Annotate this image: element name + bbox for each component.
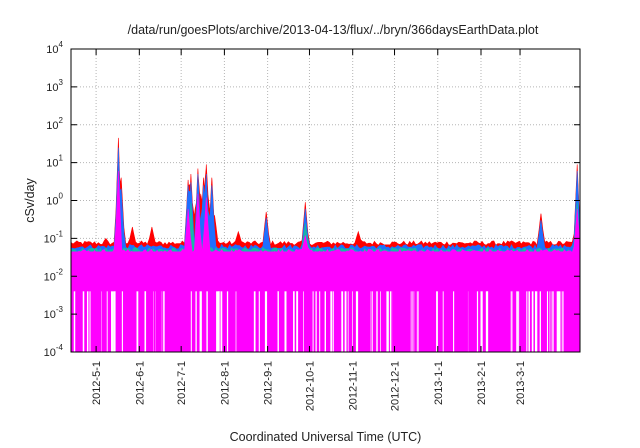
x-tick-label: 2012-10-1 — [304, 361, 316, 411]
x-tick-label: 2012-5-1 — [91, 361, 103, 405]
y-tick-label: 100 — [46, 192, 63, 208]
y-tick-label: 102 — [46, 116, 63, 132]
y-tick-label: 10-1 — [44, 229, 64, 245]
plot-area — [70, 137, 581, 353]
x-tick-label: 2012-7-1 — [176, 361, 188, 405]
y-tick-exponent: -4 — [56, 343, 64, 352]
y-tick-label: 101 — [46, 154, 63, 170]
x-tick-label: 2012-12-1 — [390, 361, 402, 411]
y-tick-exponent: 4 — [59, 40, 64, 49]
y-axis-label: cSv/day — [23, 178, 37, 223]
y-tick-label: 103 — [46, 78, 63, 94]
y-tick-label: 10-4 — [44, 343, 64, 359]
y-tick-label: 10-2 — [44, 267, 64, 283]
x-tick-label: 2012-6-1 — [134, 361, 146, 405]
y-tick-exponent: 2 — [59, 116, 64, 125]
x-tick-label: 2012-11-1 — [348, 361, 360, 410]
y-tick-label: 104 — [46, 40, 63, 56]
x-tick-label: 2012-9-1 — [263, 361, 275, 405]
y-tick-exponent: -2 — [56, 267, 64, 276]
x-axis: 2012-5-1 2012-6-1 2012-7-1 2012-8-1 2012-9-1… — [91, 49, 527, 411]
y-tick-exponent: -3 — [56, 305, 64, 314]
x-axis-label: Coordinated Universal Time (UTC) — [230, 430, 422, 444]
y-tick-exponent: 0 — [59, 192, 64, 201]
x-tick-label: 2012-8-1 — [219, 361, 231, 405]
x-tick-label: 2013-1-1 — [433, 361, 445, 405]
chart-title: /data/run/goesPlots/archive/2013-04-13/f… — [128, 23, 539, 37]
y-tick-label: 10-3 — [44, 305, 64, 321]
y-tick-exponent: 3 — [59, 78, 64, 87]
x-tick-label: 2013-3-1 — [515, 361, 527, 405]
x-tick-label: 2013-2-1 — [476, 361, 488, 405]
y-tick-exponent: -1 — [56, 229, 64, 238]
y-tick-exponent: 1 — [59, 154, 64, 163]
